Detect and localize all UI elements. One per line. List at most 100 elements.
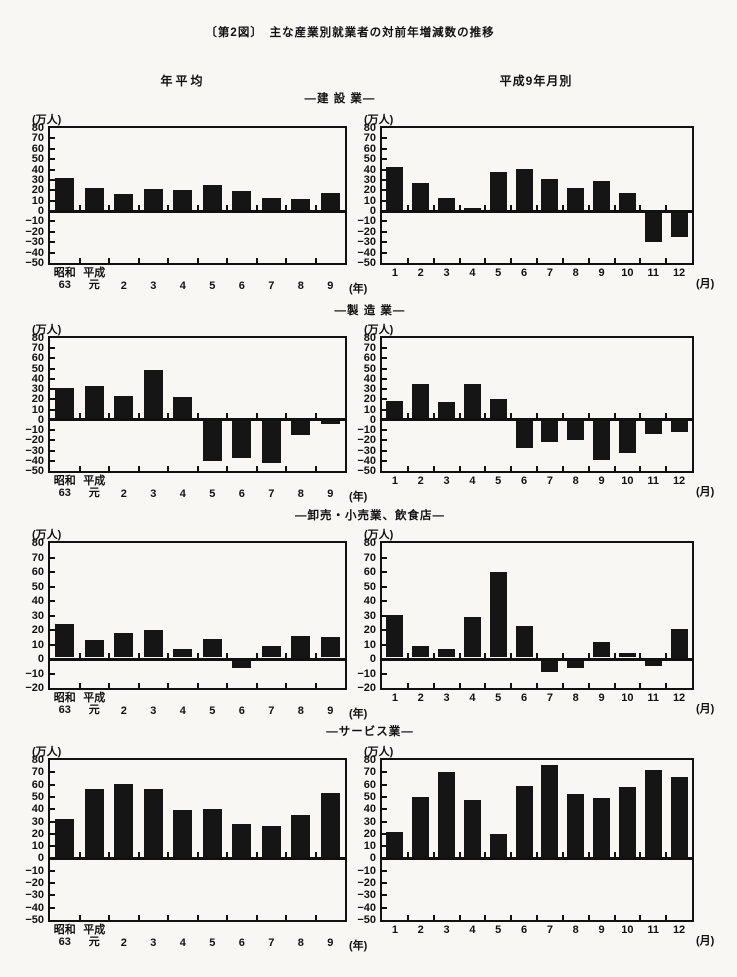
- y-tick-mark: [382, 439, 387, 442]
- bar: [567, 794, 585, 857]
- x-axis-suffix: (月): [696, 935, 715, 947]
- zero-line-tick: [510, 204, 513, 210]
- zero-line-tick: [226, 204, 228, 210]
- zero-line-tick: [639, 652, 642, 658]
- zero-line-tick: [458, 851, 461, 857]
- y-tick-mark: [50, 137, 55, 140]
- bottom-frame-tick: [561, 466, 564, 471]
- y-tick-label: 20: [363, 624, 376, 636]
- x-tick-label: 9: [598, 475, 605, 487]
- y-tick-mark: [50, 429, 55, 432]
- zero-line-tick: [613, 851, 616, 857]
- chart-manufacturing-annual: (万人) 80 70 60 50 40 30 20 10 0 −10 −20 −30 −40 −50 昭和 6…: [25, 324, 367, 503]
- y-tick-label: −30: [25, 889, 44, 902]
- x-tick-label: 10: [621, 267, 634, 279]
- y-tick-mark: [382, 408, 387, 411]
- x-tick-label: 4: [179, 280, 186, 292]
- y-tick-mark: [382, 449, 387, 452]
- zero-line-tick: [255, 413, 258, 419]
- x-tick-label: 2: [417, 692, 424, 704]
- bottom-frame-tick: [167, 466, 169, 471]
- zero-line-tick: [406, 652, 409, 658]
- bar: [670, 628, 688, 658]
- x-tick-label: 3: [150, 488, 157, 500]
- y-tick-label: −10: [357, 215, 376, 228]
- x-tick-label: 4: [469, 475, 476, 487]
- bottom-frame-tick: [285, 915, 287, 920]
- x-tick-label: 12: [672, 692, 686, 704]
- bar: [114, 194, 134, 210]
- zero-line-tick: [78, 652, 81, 658]
- zero-line-tick: [108, 204, 110, 210]
- y-tick-label: 70: [31, 132, 44, 145]
- y-tick-mark: [382, 398, 387, 401]
- x-tick-label: 11: [647, 267, 660, 279]
- bar: [593, 421, 611, 461]
- bar: [541, 179, 559, 210]
- chart-services-monthly: (万人) 80 70 60 50 40 30 20 10 0 −10 −20 −30 −40 −50 1 2 3 4…: [357, 746, 714, 947]
- bottom-frame-tick: [639, 466, 642, 471]
- zero-line-tick: [536, 204, 538, 210]
- y-axis-unit-label: (万人): [32, 324, 62, 336]
- bar: [114, 395, 134, 419]
- bar: [143, 188, 163, 210]
- zero-line-tick: [432, 413, 435, 419]
- y-tick-label: 40: [363, 803, 376, 816]
- bottom-frame-tick: [536, 915, 538, 920]
- x-tick-label: 2: [120, 280, 127, 292]
- bar: [618, 421, 636, 454]
- y-tick-mark: [50, 882, 55, 885]
- x-tick-label: 9: [327, 937, 334, 949]
- bar: [463, 383, 481, 419]
- y-tick-mark: [382, 168, 387, 171]
- x-tick-label: 4: [469, 924, 476, 936]
- bottom-frame-tick: [639, 683, 642, 688]
- zero-line-tick: [137, 413, 140, 419]
- bottom-frame-tick: [639, 915, 642, 920]
- bar: [84, 385, 104, 419]
- y-tick-label: 60: [363, 778, 376, 791]
- bottom-frame-tick: [78, 915, 81, 920]
- zero-line-tick: [665, 652, 668, 658]
- bar: [644, 212, 662, 242]
- y-tick-label: 80: [363, 537, 376, 549]
- bar: [84, 789, 104, 857]
- bar: [291, 199, 311, 210]
- bar: [541, 421, 559, 442]
- bottom-frame-tick: [255, 683, 258, 688]
- x-tick-label: 昭和 63: [53, 924, 76, 948]
- y-tick-label: 0: [37, 852, 44, 865]
- y-tick-label: −50: [25, 257, 44, 269]
- zero-line-tick: [458, 413, 461, 419]
- y-tick-mark: [382, 251, 387, 254]
- x-tick-label: 8: [297, 937, 304, 949]
- bottom-frame-tick: [137, 683, 140, 688]
- zero-line-tick: [484, 413, 487, 419]
- y-tick-mark: [50, 398, 55, 401]
- zero-line-tick: [108, 652, 110, 658]
- bar: [386, 832, 404, 857]
- bar: [143, 789, 163, 857]
- bar: [618, 786, 636, 857]
- x-tick-label: 3: [150, 705, 157, 717]
- zero-line-tick: [406, 413, 409, 419]
- y-tick-label: 50: [363, 153, 376, 166]
- y-tick-label: 0: [369, 852, 376, 865]
- x-tick-label: 8: [572, 267, 579, 279]
- x-tick-label: 8: [572, 692, 579, 704]
- y-tick-label: −10: [357, 864, 376, 877]
- x-tick-label: 3: [150, 280, 157, 292]
- y-axis-unit-label: (万人): [32, 746, 62, 758]
- figure-title: 〔第2図〕 主な産業別就業者の対前年増減数の推移: [205, 27, 495, 39]
- x-tick-label: 10: [621, 692, 634, 704]
- zero-line-tick: [196, 413, 199, 419]
- x-tick-label: 3: [150, 937, 157, 949]
- row-title-wholesale-retail-restaurants: ―卸売・小売業、飲食店―: [295, 510, 445, 522]
- y-tick-mark: [50, 147, 55, 150]
- bar: [55, 387, 75, 419]
- bottom-frame-tick: [458, 466, 461, 471]
- zero-line-tick: [510, 413, 513, 419]
- zero-axis-line: [50, 856, 345, 860]
- y-tick-mark: [50, 158, 55, 161]
- bar: [320, 792, 340, 857]
